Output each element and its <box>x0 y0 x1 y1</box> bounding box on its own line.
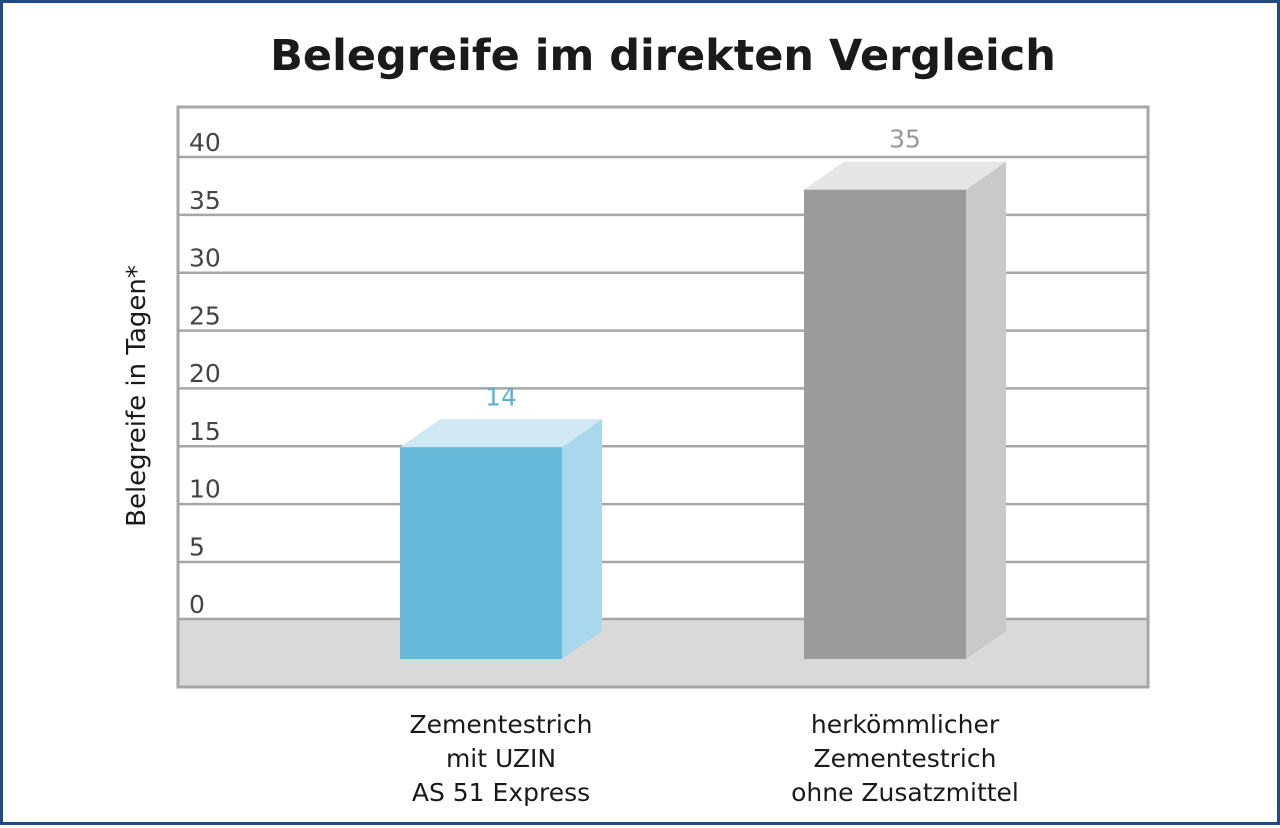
bar <box>804 189 966 659</box>
x-category-label-line: Zementestrich <box>814 744 997 773</box>
y-tick-label: 0 <box>189 590 205 619</box>
x-category-label-line: ohne Zusatzmittel <box>791 778 1019 807</box>
plot-area: 0 5 10 15 20 25 30 35 40 14 Zementestrich mit UZIN A… <box>176 105 1150 807</box>
bar-top-face <box>400 419 602 448</box>
x-category-label-line: herkömmlicher <box>811 710 1000 739</box>
bar-chart: Belegreife im direkten Vergleich Belegre… <box>122 31 1150 807</box>
x-category-label: Zementestrich mit UZIN AS 51 Express <box>410 710 593 807</box>
x-category-label-line: mit UZIN <box>446 744 556 773</box>
plot-border <box>176 105 1150 689</box>
bar-value-label: 35 <box>889 125 921 154</box>
y-tick-label: 40 <box>189 128 221 157</box>
bar-side-face <box>966 161 1006 659</box>
y-tick-label: 15 <box>189 417 221 446</box>
y-tick-label: 5 <box>189 532 205 561</box>
x-category-label: herkömmlicher Zementestrich ohne Zusatzmit… <box>791 710 1019 807</box>
bar-top-face <box>804 161 1006 190</box>
x-category-label-line: AS 51 Express <box>412 778 590 807</box>
x-category-label-line: Zementestrich <box>410 710 593 739</box>
bar-value-label: 14 <box>485 382 517 411</box>
y-tick-label: 20 <box>189 359 221 388</box>
y-tick-label: 35 <box>189 186 221 215</box>
bar <box>400 447 562 659</box>
bar-side-face <box>562 419 602 659</box>
chart-title: Belegreife im direkten Vergleich <box>270 31 1056 81</box>
y-tick-label: 30 <box>189 244 221 273</box>
y-tick-label: 25 <box>189 301 221 330</box>
y-axis-label: Belegreife in Tagen* <box>122 265 152 527</box>
y-tick-label: 10 <box>189 475 221 504</box>
